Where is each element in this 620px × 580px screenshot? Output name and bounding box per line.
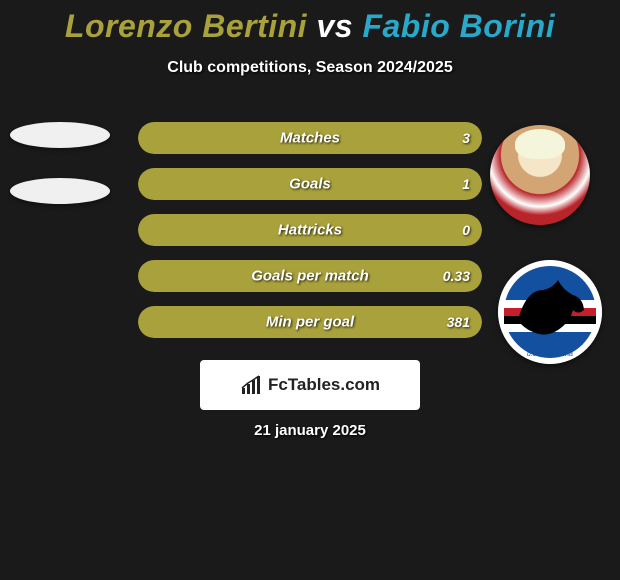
stat-row: Goals 1 xyxy=(138,168,482,200)
stat-value-right: 1 xyxy=(462,176,470,192)
player1-photo-placeholder xyxy=(10,122,110,148)
stat-value-right: 0 xyxy=(462,222,470,238)
player2-name: Fabio Borini xyxy=(362,8,555,44)
attribution-badge[interactable]: FcTables.com xyxy=(200,360,420,410)
stat-label: Goals xyxy=(289,176,331,193)
stat-label: Min per goal xyxy=(266,314,354,331)
stat-value-right: 3 xyxy=(462,130,470,146)
player1-name: Lorenzo Bertini xyxy=(65,8,307,44)
stat-value-right: 381 xyxy=(447,314,470,330)
comparison-title: Lorenzo Bertini vs Fabio Borini xyxy=(0,0,620,45)
stat-row: Goals per match 0.33 xyxy=(138,260,482,292)
subtitle: Club competitions, Season 2024/2025 xyxy=(0,59,620,77)
stat-row: Matches 3 xyxy=(138,122,482,154)
svg-text:u.c. sampdoria: u.c. sampdoria xyxy=(527,351,573,358)
stat-row: Min per goal 381 xyxy=(138,306,482,338)
player2-photo xyxy=(490,125,590,225)
vs-text: vs xyxy=(316,8,353,44)
stat-label: Matches xyxy=(280,130,340,147)
player1-placeholder-group xyxy=(10,122,110,234)
stat-label: Hattricks xyxy=(278,222,342,239)
stat-label: Goals per match xyxy=(251,268,369,285)
stat-value-right: 0.33 xyxy=(443,268,470,284)
attribution-text: FcTables.com xyxy=(268,375,380,395)
sampdoria-crest-icon: u.c. sampdoria xyxy=(498,260,602,364)
stat-row: Hattricks 0 xyxy=(138,214,482,246)
stats-table: Matches 3 Goals 1 Hattricks 0 Goals per match 0… xyxy=(138,122,482,352)
player1-club-placeholder xyxy=(10,178,110,204)
snapshot-date: 21 january 2025 xyxy=(0,422,620,439)
player2-club-badge: u.c. sampdoria xyxy=(498,260,602,364)
chart-icon xyxy=(240,374,262,396)
